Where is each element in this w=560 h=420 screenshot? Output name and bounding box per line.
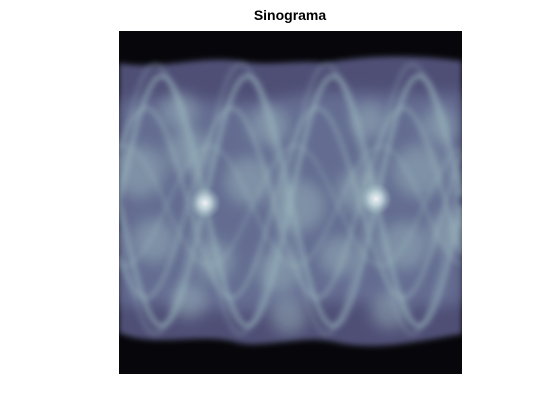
bright-crossing-peak	[360, 183, 392, 215]
texture-blob	[371, 293, 407, 329]
bright-crossing-peak	[189, 187, 221, 219]
sinogram-image	[119, 31, 462, 374]
texture-blob	[225, 157, 273, 205]
sinusoid-trajectory	[119, 62, 462, 336]
sinusoid-trajectory	[119, 105, 462, 300]
sinusoid-trajectory	[119, 73, 462, 329]
sinusoid-trajectory	[119, 144, 462, 268]
sinusoid-trajectory	[119, 106, 462, 301]
tone-overlay	[119, 31, 462, 374]
texture-blob	[271, 298, 307, 334]
figure-title: Sinograma	[253, 7, 327, 23]
sinogram-image-axes	[119, 31, 462, 374]
sinusoid-trajectory	[119, 62, 462, 336]
sinusoid-trajectory	[119, 144, 462, 268]
